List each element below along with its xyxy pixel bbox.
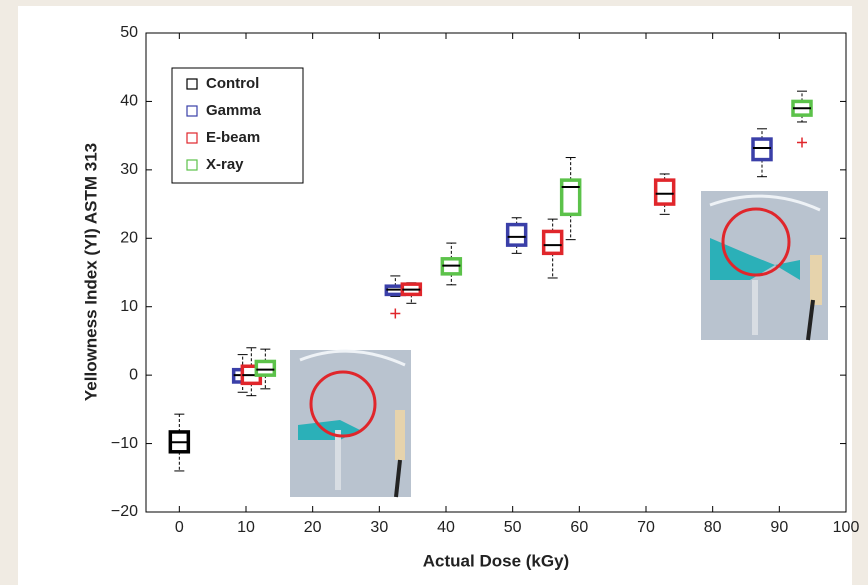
x-tick-label: 0: [175, 519, 184, 536]
y-tick-label: 40: [120, 93, 138, 110]
x-tick-label: 50: [504, 519, 522, 536]
x-tick-label: 20: [304, 519, 322, 536]
photo-2: [701, 191, 828, 340]
y-axis-label: Yellowness Index (YI) ASTM 313: [81, 143, 100, 401]
y-tick-label: 30: [120, 161, 138, 178]
y-tick-label: −20: [111, 503, 138, 520]
y-tick-label: −10: [111, 435, 138, 452]
legend-label: X-ray: [206, 156, 244, 173]
chart: Actual Dose (kGy) Yellowness Index (YI) …: [0, 0, 868, 585]
y-tick-label: 20: [120, 230, 138, 247]
legend-label: Control: [206, 75, 259, 92]
x-tick-label: 40: [437, 519, 455, 536]
y-tick-label: 10: [120, 298, 138, 315]
box: [508, 225, 526, 246]
legend-label: Gamma: [206, 102, 262, 119]
box: [544, 231, 562, 253]
box: [562, 180, 580, 214]
legend-label: E-beam: [206, 129, 260, 146]
x-tick-label: 80: [704, 519, 722, 536]
box: [256, 361, 274, 375]
x-tick-label: 10: [237, 519, 255, 536]
x-tick-label: 90: [770, 519, 788, 536]
x-tick-label: 60: [570, 519, 588, 536]
y-tick-label: 0: [129, 366, 138, 383]
box: [753, 139, 771, 160]
y-tick-label: 50: [120, 24, 138, 41]
x-tick-label: 30: [370, 519, 388, 536]
box: [656, 180, 674, 204]
x-tick-label: 70: [637, 519, 655, 536]
photo-1: [290, 350, 411, 497]
x-axis-label: Actual Dose (kGy): [423, 551, 569, 570]
x-tick-label: 100: [833, 519, 860, 536]
